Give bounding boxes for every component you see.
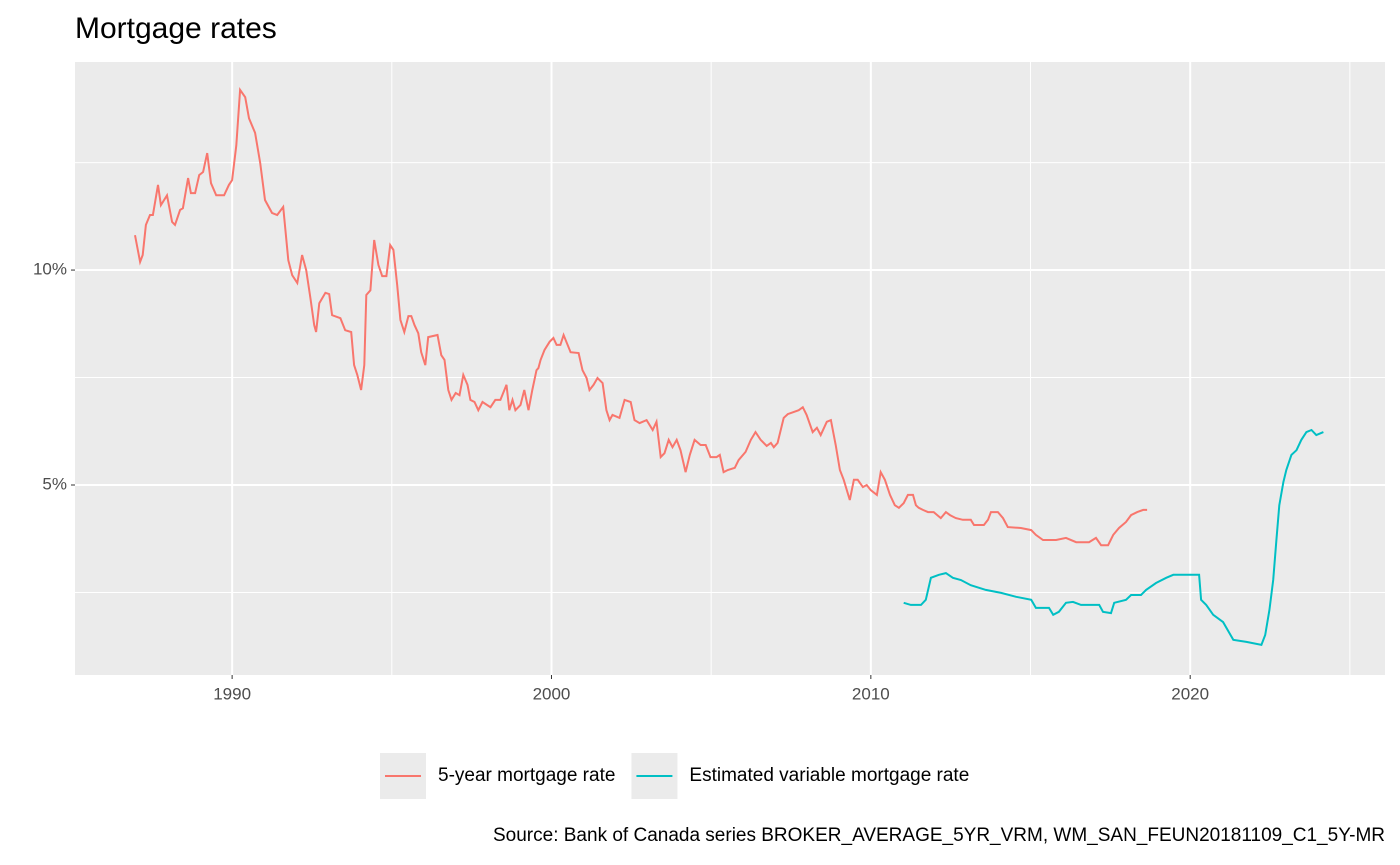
caption: Source: Bank of Canada series BROKER_AVE… <box>493 825 1385 846</box>
x-tick-label: 2000 <box>533 684 571 703</box>
line <box>134 87 1148 547</box>
panel <box>75 62 1385 675</box>
x-tick-label: 2010 <box>852 684 890 703</box>
legend-label: Estimated variable mortgage rate <box>689 765 969 786</box>
chart-title: Mortgage rates <box>75 12 277 45</box>
legend-label: 5-year mortgage rate <box>438 765 615 786</box>
y-tick-label: 5% <box>42 474 67 493</box>
x-tick-label: 1990 <box>213 684 251 703</box>
line <box>903 428 1324 647</box>
x-tick-label: 2020 <box>1171 684 1209 703</box>
y-tick-label: 10% <box>33 260 67 279</box>
